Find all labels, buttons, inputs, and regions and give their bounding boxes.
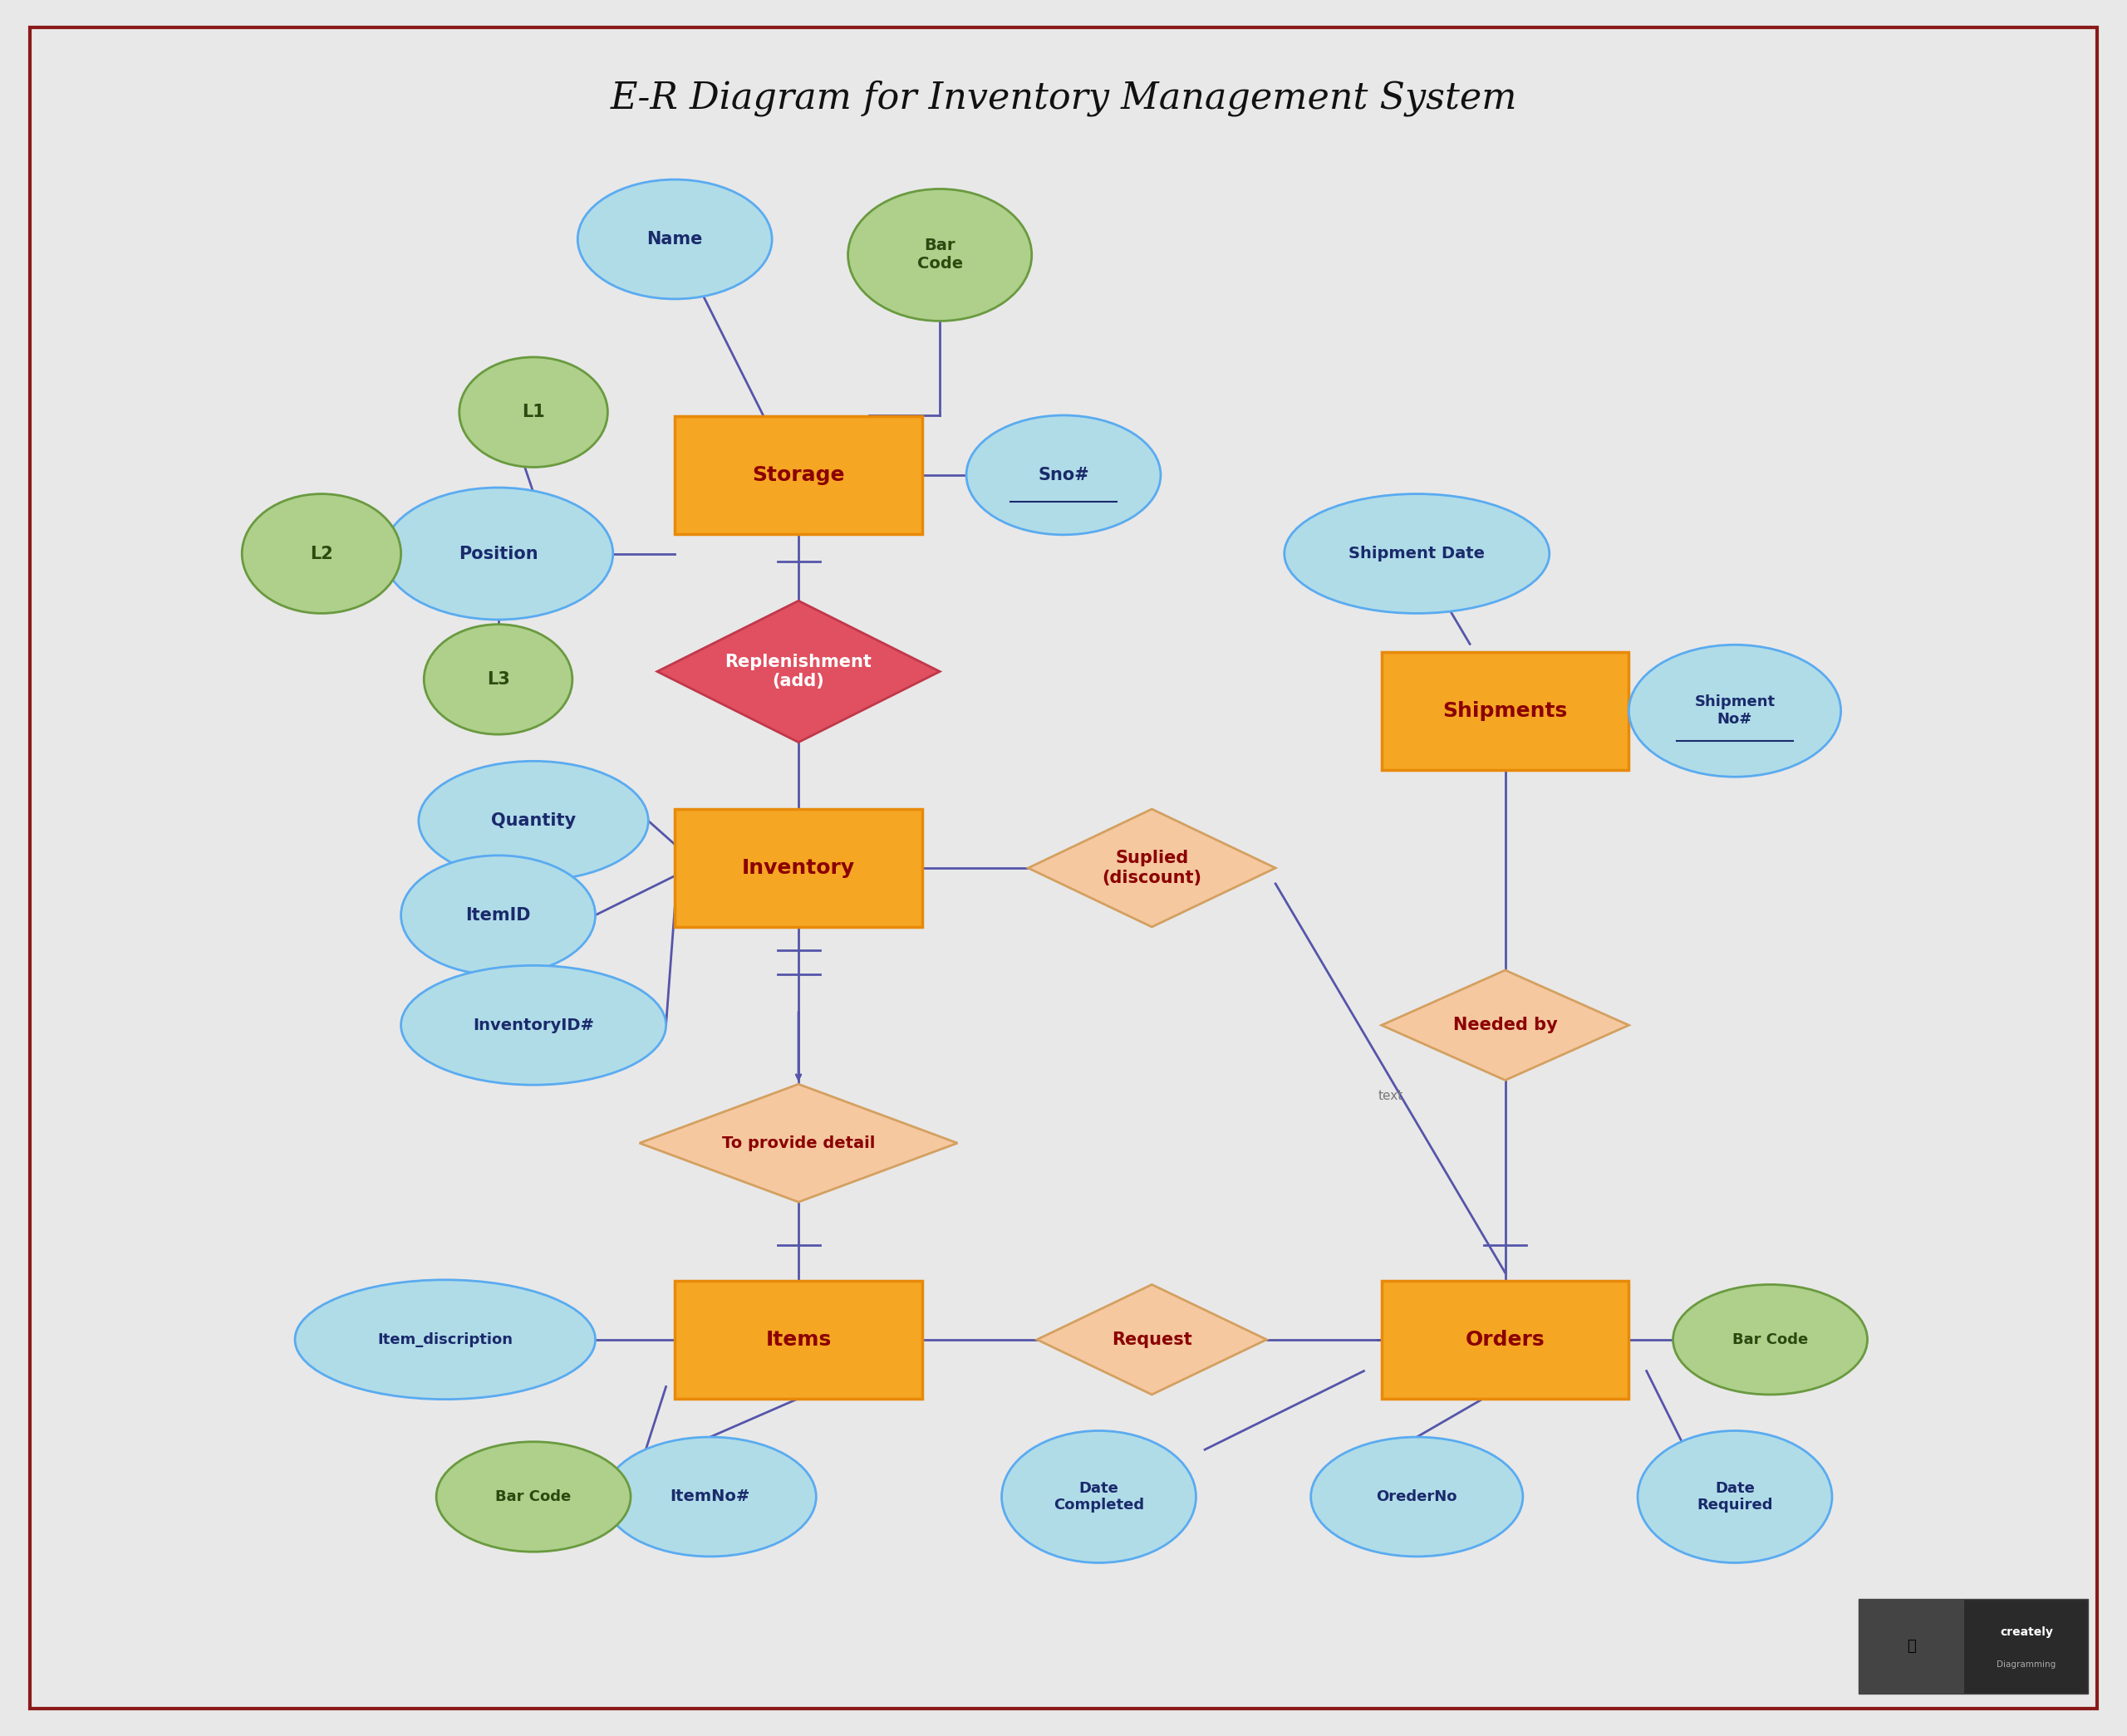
FancyBboxPatch shape bbox=[1859, 1599, 1965, 1693]
FancyBboxPatch shape bbox=[674, 417, 923, 535]
Ellipse shape bbox=[849, 189, 1032, 321]
Ellipse shape bbox=[966, 415, 1161, 535]
Text: Shipments: Shipments bbox=[1442, 701, 1568, 720]
Ellipse shape bbox=[1674, 1285, 1868, 1394]
Polygon shape bbox=[640, 1085, 957, 1201]
FancyBboxPatch shape bbox=[674, 809, 923, 927]
Ellipse shape bbox=[1629, 644, 1840, 776]
Text: Shipment Date: Shipment Date bbox=[1349, 545, 1485, 561]
Text: Item_discription: Item_discription bbox=[376, 1332, 513, 1347]
Text: Date
Completed: Date Completed bbox=[1053, 1481, 1144, 1512]
Ellipse shape bbox=[1285, 493, 1548, 613]
Ellipse shape bbox=[579, 179, 772, 299]
Text: Quantity: Quantity bbox=[491, 812, 576, 830]
Polygon shape bbox=[657, 601, 940, 743]
Ellipse shape bbox=[436, 1441, 630, 1552]
Text: Sno#: Sno# bbox=[1038, 467, 1089, 483]
Ellipse shape bbox=[419, 760, 649, 880]
Text: Items: Items bbox=[766, 1330, 832, 1349]
Polygon shape bbox=[1027, 809, 1276, 927]
FancyBboxPatch shape bbox=[674, 1281, 923, 1399]
Ellipse shape bbox=[242, 493, 402, 613]
Text: L2: L2 bbox=[311, 545, 334, 562]
Text: Bar
Code: Bar Code bbox=[917, 238, 964, 273]
Text: Bar Code: Bar Code bbox=[1731, 1332, 1808, 1347]
FancyBboxPatch shape bbox=[1859, 1599, 2089, 1693]
Text: Orders: Orders bbox=[1466, 1330, 1544, 1349]
Ellipse shape bbox=[296, 1279, 596, 1399]
Ellipse shape bbox=[402, 965, 666, 1085]
Text: Storage: Storage bbox=[753, 465, 844, 484]
Text: Needed by: Needed by bbox=[1453, 1017, 1557, 1033]
Ellipse shape bbox=[1638, 1430, 1831, 1562]
Ellipse shape bbox=[459, 358, 608, 467]
Ellipse shape bbox=[604, 1437, 817, 1557]
Polygon shape bbox=[1038, 1285, 1268, 1394]
Text: L1: L1 bbox=[521, 404, 545, 420]
Text: To provide detail: To provide detail bbox=[721, 1135, 874, 1151]
Ellipse shape bbox=[402, 856, 596, 976]
Text: Name: Name bbox=[647, 231, 702, 248]
Text: OrederNo: OrederNo bbox=[1376, 1489, 1457, 1503]
Text: creately: creately bbox=[1999, 1627, 2053, 1637]
Text: 💡: 💡 bbox=[1908, 1639, 1916, 1654]
Text: Diagramming: Diagramming bbox=[1997, 1661, 2057, 1668]
Text: Date
Required: Date Required bbox=[1697, 1481, 1774, 1512]
Ellipse shape bbox=[423, 625, 572, 734]
Text: text: text bbox=[1378, 1090, 1404, 1102]
Text: ItemNo#: ItemNo# bbox=[670, 1489, 751, 1505]
Polygon shape bbox=[1383, 970, 1629, 1080]
FancyBboxPatch shape bbox=[1383, 1281, 1629, 1399]
Text: Suplied
(discount): Suplied (discount) bbox=[1102, 851, 1202, 885]
Ellipse shape bbox=[1310, 1437, 1523, 1557]
Text: E-R Diagram for Inventory Management System: E-R Diagram for Inventory Management Sys… bbox=[610, 80, 1517, 116]
Text: Inventory: Inventory bbox=[742, 858, 855, 878]
Text: InventoryID#: InventoryID# bbox=[472, 1017, 593, 1033]
Text: Bar Code: Bar Code bbox=[496, 1489, 572, 1503]
Ellipse shape bbox=[1002, 1430, 1195, 1562]
Text: Shipment
No#: Shipment No# bbox=[1695, 694, 1776, 727]
Text: Replenishment
(add): Replenishment (add) bbox=[725, 653, 872, 689]
FancyBboxPatch shape bbox=[1383, 651, 1629, 769]
Text: ItemID: ItemID bbox=[466, 906, 532, 924]
Text: Position: Position bbox=[459, 545, 538, 562]
Text: L3: L3 bbox=[487, 672, 510, 687]
Ellipse shape bbox=[383, 488, 613, 620]
Text: Request: Request bbox=[1112, 1332, 1191, 1347]
